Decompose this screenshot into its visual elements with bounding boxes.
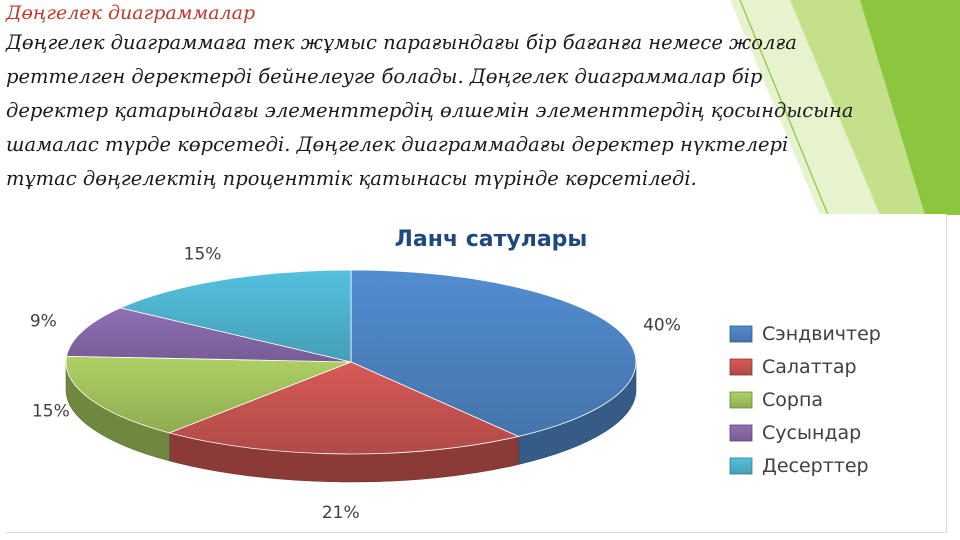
slice-percent-label: 40% [643, 315, 681, 335]
pie-slice-1 [350, 269, 637, 437]
slice-percent-label: 15% [32, 401, 70, 421]
slice-percent-label: 21% [322, 503, 360, 523]
pie-chart: Ланч сатулары 40% 21% 15% 9% 15% Сэндвичтер Сал… [6, 214, 947, 533]
body-line: деректер қатарындағы элементтердің өлшем… [6, 99, 854, 122]
chart-title: Ланч сатулары [395, 227, 588, 252]
legend-swatch [729, 424, 753, 442]
slice-percent-label: 9% [30, 312, 57, 332]
legend-swatch [729, 325, 753, 343]
body-line: шамалас түрде көрсетеді. Дөңгелек диагра… [6, 133, 789, 156]
body-line: тұтас дөңгелектің проценттік қатынасы тү… [6, 167, 697, 190]
legend-swatch [729, 457, 753, 475]
pie-slice-4 [66, 307, 352, 363]
body-line: Дөңгелек диаграммаға тек жұмыс парағында… [6, 31, 797, 54]
body-line: реттелген деректерді бейнелеуге болады. … [6, 65, 763, 88]
legend-label: Сорпа [762, 389, 823, 411]
pie-slice-2 [168, 361, 520, 455]
slice-percent-label: 15% [184, 244, 222, 264]
legend-swatch [729, 358, 753, 376]
green-accent-stripe [860, 0, 960, 215]
pie-slice-5 [119, 269, 352, 363]
legend-label: Сэндвичтер [762, 323, 881, 345]
slide-body: Дөңгелек диаграммаға тек жұмыс парағында… [6, 26, 951, 196]
slide-title: Дөңгелек диаграммалар [6, 2, 256, 24]
green-accent-line [739, 0, 829, 216]
legend-label: Сусындар [762, 422, 861, 444]
pie-chart-svg: Ланч сатулары 40% 21% 15% 9% 15% Сэндвичтер Сал… [30, 227, 881, 523]
legend-swatch [729, 391, 753, 409]
legend-label: Десерттер [762, 455, 869, 477]
legend-label: Салаттар [762, 356, 857, 378]
pie-slice-3 [65, 355, 352, 434]
